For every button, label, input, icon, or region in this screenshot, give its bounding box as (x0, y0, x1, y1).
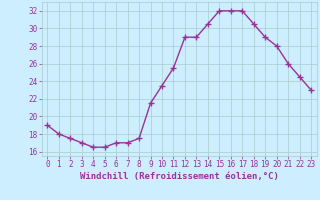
X-axis label: Windchill (Refroidissement éolien,°C): Windchill (Refroidissement éolien,°C) (80, 172, 279, 181)
